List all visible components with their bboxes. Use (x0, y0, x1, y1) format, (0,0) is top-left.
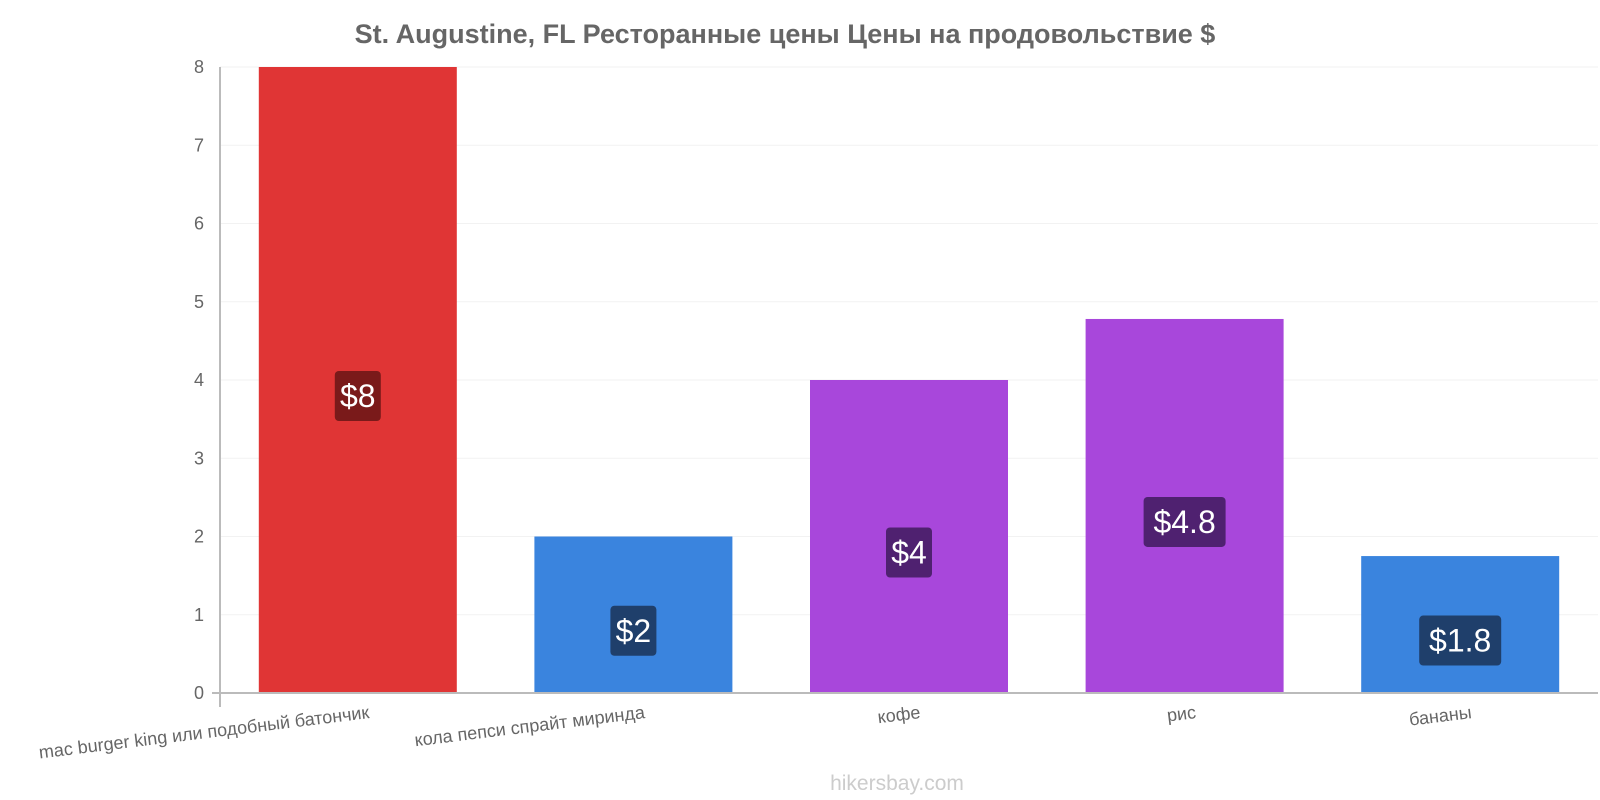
data-label: $4 (891, 535, 927, 571)
y-tick-label: 8 (194, 57, 204, 77)
data-labels: $8 $2 $4 $4.8 $1.8 (334, 371, 1502, 666)
y-tick-label: 4 (194, 370, 204, 390)
x-axis: mac burger king или подобный батончик кол… (38, 692, 1598, 763)
y-tick-label: 5 (194, 292, 204, 312)
x-tick-label: mac burger king или подобный батончик (38, 702, 371, 762)
y-tick-label: 2 (194, 527, 204, 547)
chart-title: St. Augustine, FL Ресторанные цены Цены … (355, 19, 1216, 49)
y-tick-label: 6 (194, 214, 204, 234)
data-label-box (334, 371, 381, 421)
data-label: $4.8 (1153, 504, 1215, 540)
x-tick-label: бананы (1408, 702, 1473, 729)
source-watermark: hikersbay.com (830, 772, 964, 795)
x-tick-label: кола пепси спрайт миринда (413, 702, 646, 750)
data-label-box (610, 605, 657, 656)
y-tick-label: 0 (194, 683, 204, 703)
data-label: $8 (340, 378, 376, 414)
y-tick-label: 7 (194, 135, 204, 155)
data-label-box (886, 527, 932, 578)
y-tick-label: 3 (194, 448, 204, 468)
x-tick-label: рис (1166, 702, 1197, 725)
data-label-box (1419, 615, 1502, 666)
data-label: $1.8 (1429, 623, 1491, 659)
y-tick-label: 1 (194, 605, 204, 625)
x-tick-label: кофе (876, 702, 921, 727)
y-axis: 0 1 2 3 4 5 6 7 8 (194, 57, 221, 707)
data-label: $2 (616, 613, 652, 649)
data-label-box (1143, 496, 1226, 547)
